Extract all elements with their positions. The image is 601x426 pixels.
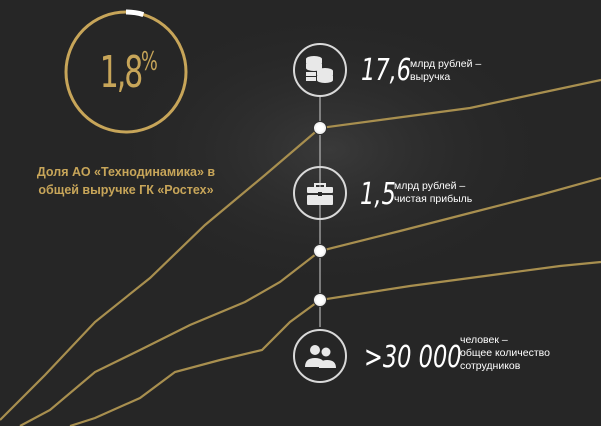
staff-icon-circle: [293, 329, 347, 383]
share-label: Доля АО «Технодинамика» в общей выручке …: [36, 165, 216, 197]
growth-line-revenue: [0, 78, 601, 421]
briefcase-icon: [307, 183, 333, 205]
profit-desc: млрд рублей – чистая прибыль: [394, 180, 473, 205]
share-ring-progress: [125, 9, 145, 17]
coins-icon: [306, 56, 333, 83]
share-value: 1,8 %: [62, 8, 190, 136]
profit-value: 1,5: [360, 177, 396, 212]
growth-line-staff: [69, 260, 601, 426]
staff-line-node: [314, 294, 326, 306]
share-ring: [64, 9, 188, 134]
growth-line-profit: [19, 176, 601, 426]
share-unit: %: [141, 47, 158, 77]
people-icon: [305, 345, 336, 368]
share-number: 1,8: [99, 46, 144, 98]
revenue-desc: млрд рублей – выручка: [410, 58, 482, 83]
staff-desc: человек – общее количество сотрудников: [460, 334, 550, 372]
revenue-line-node: [314, 122, 326, 134]
profit-icon-circle: [293, 166, 347, 220]
revenue-icon-circle: [293, 43, 347, 97]
staff-value: >30 000: [364, 340, 462, 375]
profit-line-node: [314, 245, 326, 257]
revenue-value: 17,6: [361, 53, 412, 88]
